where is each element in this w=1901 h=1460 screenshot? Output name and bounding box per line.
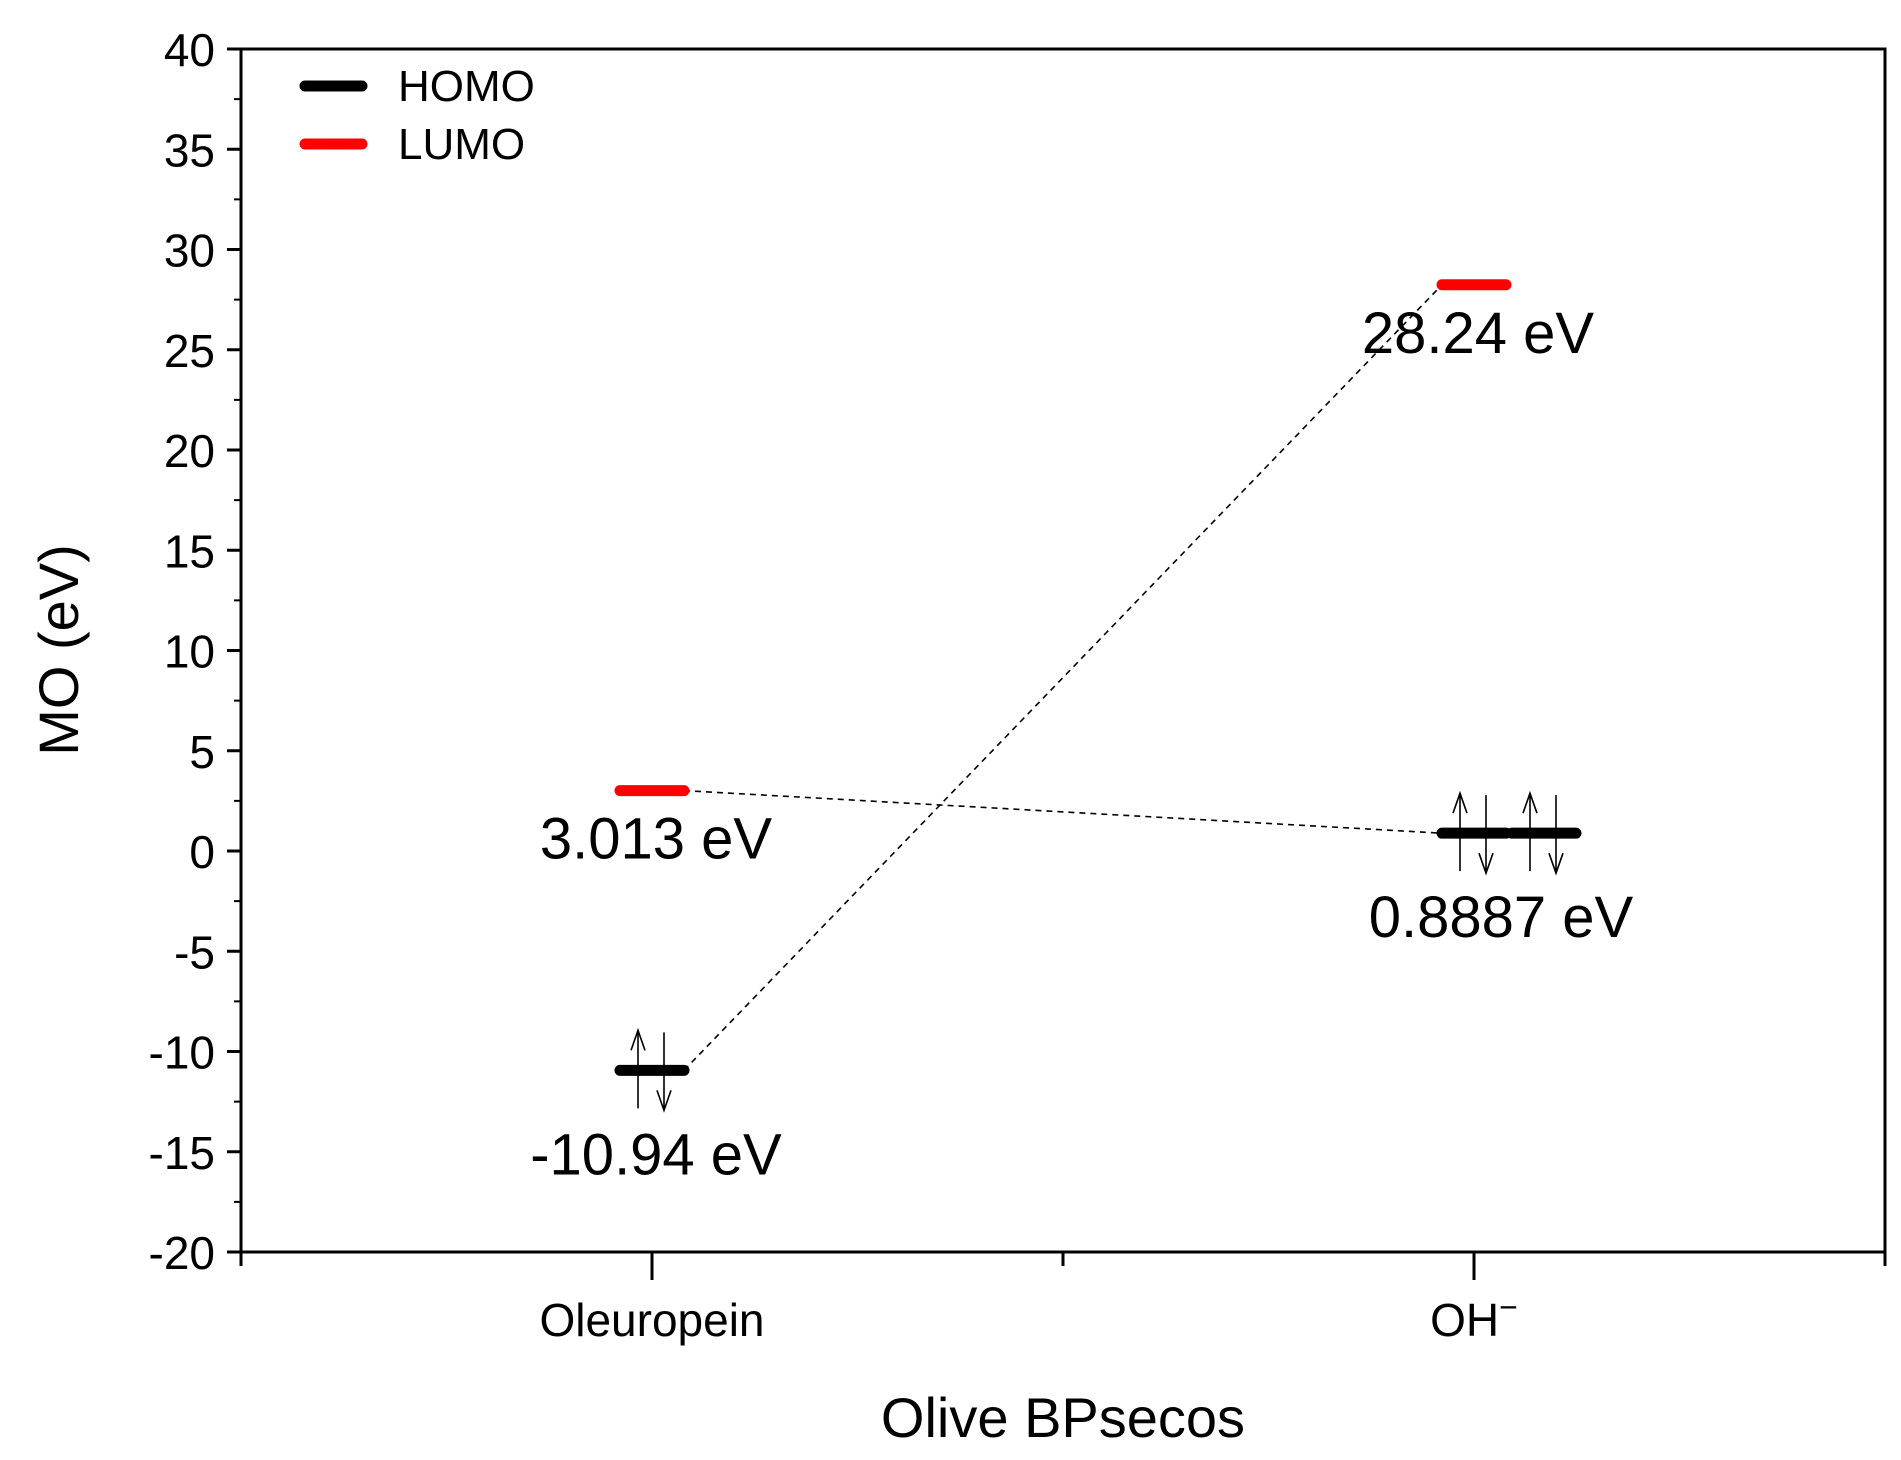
legend: HOMO LUMO [299,62,535,169]
spin-up-arrow [1522,790,1538,872]
y-tick-label: 40 [164,24,215,76]
y-tick-label: 15 [164,525,215,577]
plot-frame [239,47,1887,1254]
x-category-label: OH− [1430,1289,1518,1346]
x-axis-ticks: Oleuropein OH− [239,1252,1887,1346]
x-category-label: Oleuropein [539,1294,764,1346]
spin-down-arrow [1478,795,1494,876]
energy-value-label: -10.94 eV [530,1122,782,1187]
y-tick-label: 25 [164,325,215,377]
y-tick-label: 0 [189,826,215,878]
y-tick-label: -5 [174,926,215,978]
spin-down-arrow [656,1032,672,1113]
spin-down-arrow [1548,795,1564,876]
spin-up-arrow [630,1027,646,1109]
y-tick-label: 20 [164,425,215,477]
y-tick-label: -20 [149,1227,215,1279]
legend-label: HOMO [398,62,535,111]
y-axis-title: MO (eV) [27,544,90,756]
connector-line [683,789,1443,834]
energy-value-label: 28.24 eV [1362,301,1595,366]
y-axis-ticks: -20 -15 -10 -5 0 5 10 15 20 25 30 35 40 [149,24,241,1279]
energy-value-label: 3.013 eV [540,807,773,872]
y-tick-label: 30 [164,225,215,277]
legend-label: LUMO [398,120,525,169]
connector-lines [683,284,1443,1071]
connector-line [683,284,1443,1071]
x-category-superscript: − [1499,1289,1518,1325]
y-tick-label: 5 [189,726,215,778]
orbital-levels: -10.94 eV 3.013 eV 0.8887 eV 28.24 eV [530,279,1634,1187]
y-tick-label: -15 [149,1127,215,1179]
y-tick-label: 10 [164,626,215,678]
y-tick-label: 35 [164,124,215,176]
x-axis-title: Olive BPsecos [881,1386,1245,1449]
energy-value-label: 0.8887 eV [1369,885,1634,950]
spin-up-arrow [1452,790,1468,872]
y-tick-label: -10 [149,1027,215,1079]
